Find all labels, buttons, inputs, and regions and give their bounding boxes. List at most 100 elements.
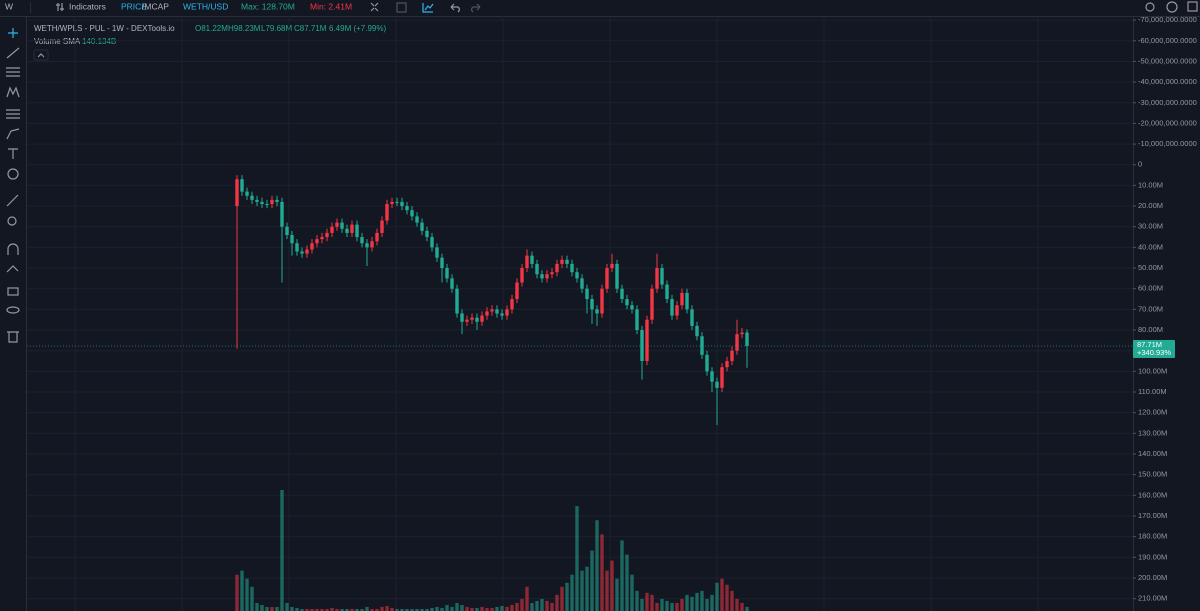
candle-body [735,334,739,351]
volume-bar [720,578,724,611]
volume-bar [410,608,414,611]
y-tick-label: 180.00M [1138,532,1167,541]
volume-bar [250,586,254,611]
volume-bar [515,602,519,611]
compare-icon[interactable] [422,3,434,13]
candle-body [355,224,359,238]
lock-tool[interactable] [7,287,19,296]
candle-body [720,367,724,388]
candle-body [275,199,279,202]
snapshot-icon[interactable] [396,2,407,13]
volume-bar [550,602,554,611]
candle-body [435,247,439,258]
fib-tool[interactable] [6,67,20,77]
interval[interactable]: W [5,1,13,11]
volume-bar [480,606,484,611]
candle-body [690,309,694,326]
indicators-button[interactable]: Indicators [69,1,106,11]
emoji-tool[interactable] [7,168,19,180]
volume-label: Volume SMA [34,37,81,46]
drawing-tools [6,28,20,343]
candle-body [495,309,499,314]
candle-body [475,317,479,322]
y-tick-label: 30.00M [1138,222,1163,231]
remove-tool[interactable] [7,331,19,343]
volume-bar [315,608,319,611]
search-icon[interactable] [1145,2,1155,12]
legend-change: 6.49M (+7.99%) [329,24,386,33]
prediction-tool[interactable] [6,109,20,119]
candle-body [595,309,599,314]
y-tick-label: 140.00M [1138,449,1167,458]
candle-body [525,255,529,269]
mcap-toggle[interactable]: /MCAP [142,1,169,11]
indicators-icon[interactable] [56,3,64,11]
candle-body [650,288,654,320]
redo-icon[interactable] [471,3,481,13]
volume-bar [435,606,439,611]
candle-body [370,241,374,248]
brush-tool[interactable] [6,128,20,140]
candle-body [545,274,549,279]
candle-body [740,332,744,335]
volume-bar [425,608,429,611]
hide-tool[interactable] [6,306,20,314]
volume-bar [690,596,694,611]
magnet-tool[interactable] [7,243,19,255]
candle-body [415,216,419,223]
volume-bar [375,608,379,611]
volume-bar [605,570,609,611]
volume-bar [325,608,329,611]
undo-icon[interactable] [450,3,460,13]
candle-body [560,259,564,264]
crosshair-tool[interactable] [8,28,18,38]
volume-bar [465,606,469,611]
volume-bar [310,608,314,611]
volume-bar [560,586,564,611]
fullscreen-icon[interactable] [370,2,379,12]
candle-body [465,319,469,322]
text-tool[interactable] [8,148,18,159]
price-toggle[interactable]: PRICE [121,1,147,11]
candle-body [245,191,249,196]
candle-body [520,268,524,283]
candle-body [675,305,679,316]
volume-bar [635,590,639,611]
zoom-tool[interactable] [7,216,17,226]
last-price-label: 87.71M [1137,340,1162,349]
volume-bar [565,582,569,611]
candle-body [485,311,489,316]
trendline-tool[interactable] [6,47,20,59]
volume-bar [275,606,279,611]
pattern-tool[interactable] [6,86,20,98]
candle-body [445,268,449,279]
y-tick-label: -60,000,000.0000 [1138,36,1197,45]
volume-bar [705,598,709,611]
candle-body [505,309,509,316]
collapse-button[interactable] [33,49,49,61]
volume-bar [455,602,459,611]
stay-drawing-tool[interactable] [6,265,19,273]
candle-body [695,325,699,337]
volume-bar [360,608,364,611]
ruler-tool[interactable] [6,194,19,207]
candle-body [375,232,379,242]
pair-toggle[interactable]: WETH/USD [183,1,228,11]
y-tick-label: 150.00M [1138,470,1167,479]
candle-body [470,317,474,320]
candle-body [730,350,734,362]
candle-body [555,263,559,273]
camera-icon[interactable] [1187,1,1198,12]
candle-body [665,284,669,300]
y-tick-label: -70,000,000.0000 [1138,15,1197,24]
volume-bar [380,606,384,611]
y-tick-label: 50.00M [1138,263,1163,272]
candle-body [580,278,584,289]
volume-bar [415,608,419,611]
candle-body [265,204,269,206]
candle-body [550,272,554,275]
volume-bar [695,592,699,611]
volume-bar [320,608,324,611]
settings-icon[interactable] [1166,1,1178,13]
